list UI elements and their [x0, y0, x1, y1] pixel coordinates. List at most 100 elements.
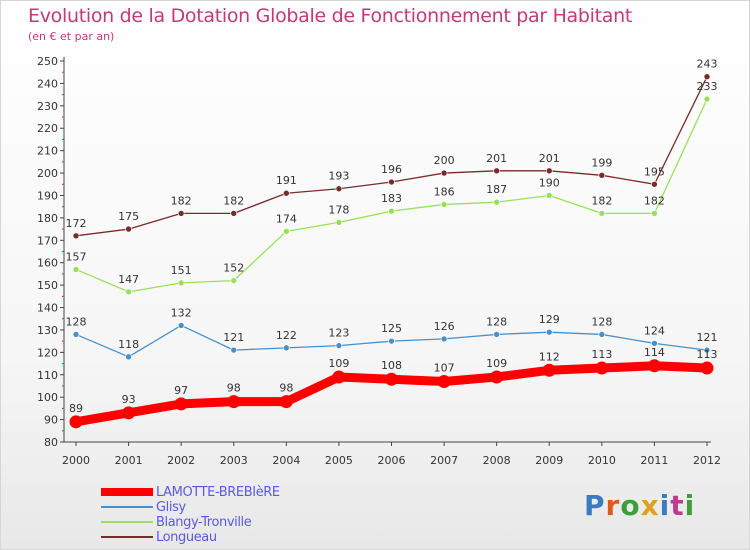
data-label: 151	[171, 264, 192, 277]
data-point	[72, 266, 80, 273]
data-label: 191	[276, 174, 297, 187]
data-label: 233	[697, 80, 718, 93]
data-point	[230, 210, 238, 217]
x-tick-label: 2006	[378, 454, 406, 467]
data-label: 108	[381, 359, 402, 372]
data-point	[703, 73, 711, 80]
x-tick-label: 2002	[167, 454, 195, 467]
data-point	[177, 279, 185, 287]
y-tick-label: 100	[37, 391, 58, 404]
data-label: 186	[434, 185, 455, 198]
data-point	[227, 395, 241, 409]
data-point	[647, 359, 661, 373]
x-tick-label: 2005	[325, 454, 353, 467]
legend-swatch	[101, 506, 153, 508]
data-point	[177, 210, 185, 217]
data-point	[335, 185, 343, 193]
data-point	[125, 288, 132, 296]
data-point	[283, 344, 290, 352]
data-label: 157	[66, 250, 87, 263]
data-label: 125	[381, 322, 402, 335]
data-point	[598, 210, 606, 217]
data-point	[545, 192, 553, 199]
data-label: 126	[434, 320, 455, 333]
data-point	[332, 370, 346, 384]
data-label: 128	[66, 315, 87, 328]
data-point	[440, 335, 448, 343]
data-label: 201	[539, 152, 560, 165]
data-point	[335, 342, 343, 349]
y-tick-label: 130	[37, 324, 58, 337]
x-tick-label: 2008	[483, 454, 511, 467]
data-label: 107	[434, 361, 455, 374]
data-point	[125, 353, 132, 361]
x-tick-label: 2009	[535, 454, 563, 467]
data-label: 147	[118, 273, 139, 286]
data-label: 182	[171, 194, 192, 207]
x-tick-label: 2007	[430, 454, 458, 467]
data-point	[440, 169, 448, 177]
data-point	[335, 219, 343, 226]
y-tick-label: 200	[37, 167, 58, 180]
data-point	[493, 167, 500, 175]
data-label: 193	[328, 170, 349, 183]
data-point	[545, 328, 553, 336]
data-label: 196	[381, 163, 402, 176]
data-label: 93	[122, 393, 136, 406]
data-label: 178	[328, 203, 349, 216]
y-tick-label: 80	[44, 436, 58, 449]
data-point	[72, 331, 80, 338]
y-tick-label: 120	[37, 346, 58, 359]
x-tick-label: 2011	[640, 454, 668, 467]
data-label: 129	[539, 313, 560, 326]
data-label: 183	[381, 192, 402, 205]
y-tick-label: 150	[37, 279, 58, 292]
data-label: 118	[118, 338, 139, 351]
data-label: 174	[276, 212, 297, 225]
y-tick-label: 170	[37, 234, 58, 247]
data-point	[490, 370, 504, 384]
data-point	[279, 395, 293, 409]
data-point	[545, 167, 553, 175]
data-label: 113	[697, 348, 718, 361]
x-tick-label: 2004	[272, 454, 300, 467]
x-tick-label: 2001	[115, 454, 143, 467]
y-tick-label: 210	[37, 145, 58, 158]
data-point	[437, 374, 451, 388]
legend-label: Glisy	[156, 500, 186, 515]
data-point	[125, 225, 132, 233]
data-label: 123	[328, 327, 349, 340]
y-tick-label: 230	[37, 100, 58, 113]
legend-label: Blangy-Tronville	[156, 515, 252, 530]
data-point	[703, 95, 711, 103]
data-label: 201	[486, 152, 507, 165]
data-label: 121	[697, 331, 718, 344]
data-label: 200	[434, 154, 455, 167]
data-point	[598, 331, 606, 338]
data-label: 243	[697, 58, 718, 71]
data-point	[283, 228, 290, 235]
data-label: 98	[279, 382, 293, 395]
data-label: 187	[486, 183, 507, 196]
legend-swatch	[101, 521, 153, 523]
data-label: 124	[644, 324, 665, 337]
data-label: 122	[276, 329, 297, 342]
data-label: 97	[174, 384, 188, 397]
data-label: 109	[486, 357, 507, 370]
chart-subtitle: (en € et par an)	[28, 30, 115, 43]
data-point	[230, 346, 238, 354]
data-point	[230, 277, 238, 284]
data-point	[69, 415, 83, 429]
y-tick-label: 160	[37, 257, 58, 270]
y-tick-label: 240	[37, 77, 58, 90]
y-tick-label: 220	[37, 122, 58, 135]
y-tick-label: 90	[44, 414, 58, 427]
data-point	[651, 210, 658, 217]
x-tick-label: 2003	[220, 454, 248, 467]
data-point	[700, 361, 714, 375]
data-label: 175	[118, 210, 139, 223]
data-point	[177, 322, 185, 329]
y-tick-label: 110	[37, 369, 58, 382]
data-label: 112	[539, 350, 560, 363]
